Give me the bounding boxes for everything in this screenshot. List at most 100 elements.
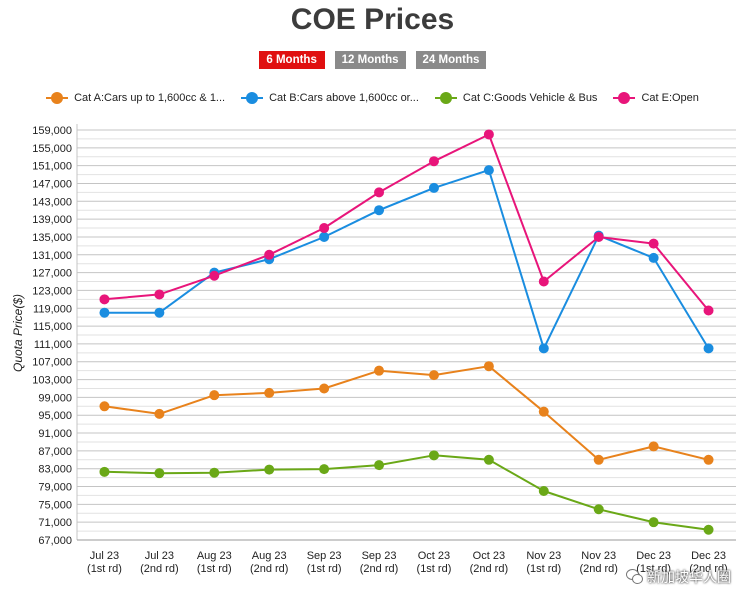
x-tick-label: Sep 23 (1st rd) [307, 550, 342, 575]
legend-item-cat-e[interactable]: Cat E:Open [613, 92, 699, 104]
data-point[interactable] [703, 305, 714, 316]
data-point[interactable] [483, 129, 494, 140]
x-tick-label: Jul 23 (1st rd) [87, 550, 122, 575]
data-point[interactable] [99, 401, 110, 412]
series-line-3 [104, 133, 710, 312]
data-point[interactable] [538, 406, 549, 417]
data-point[interactable] [319, 464, 330, 475]
data-point[interactable] [703, 343, 714, 354]
data-point[interactable] [538, 276, 549, 287]
data-points [99, 129, 714, 535]
legend-item-cat-c[interactable]: Cat C:Goods Vehicle & Bus [434, 92, 598, 104]
grid-lines [76, 124, 736, 541]
y-tick-label: 139,000 [32, 214, 72, 226]
data-point[interactable] [593, 454, 604, 465]
data-point[interactable] [374, 187, 385, 198]
data-point[interactable] [483, 454, 494, 465]
series-line-0 [104, 365, 709, 461]
data-point[interactable] [483, 165, 494, 176]
x-axis-ticks: Jul 23 (1st rd) Jul 23 (2nd rd) Aug 23 (1st r… [87, 550, 728, 575]
legend-item-cat-b[interactable]: Cat B:Cars above 1,600cc or... [241, 92, 419, 104]
data-point[interactable] [209, 270, 220, 281]
data-point[interactable] [428, 370, 439, 381]
data-point[interactable] [648, 252, 659, 263]
y-tick-label: 115,000 [33, 321, 72, 333]
data-point[interactable] [703, 454, 714, 465]
x-tick-label: Aug 23 (1st rd) [197, 550, 232, 575]
y-axis-label: Quota Price($) [11, 294, 25, 372]
y-tick-label: 87,000 [38, 446, 72, 458]
data-point[interactable] [209, 467, 220, 478]
y-tick-label: 151,000 [32, 161, 72, 173]
data-point[interactable] [154, 468, 165, 479]
y-tick-label: 123,000 [32, 285, 72, 297]
chart-legend: Cat A:Cars up to 1,600cc & 1... Cat B:Ca… [0, 92, 745, 104]
data-point[interactable] [428, 156, 439, 167]
data-point[interactable] [648, 238, 659, 249]
legend-marker-icon [46, 92, 69, 104]
data-point[interactable] [264, 464, 275, 475]
data-point[interactable] [538, 485, 549, 496]
y-tick-label: 131,000 [32, 250, 72, 262]
legend-marker-icon [613, 92, 636, 104]
data-point[interactable] [703, 524, 714, 535]
data-point[interactable] [428, 450, 439, 461]
data-point[interactable] [209, 390, 220, 401]
data-point[interactable] [99, 294, 110, 305]
x-tick-label: Nov 23 (2nd rd) [579, 550, 618, 575]
y-tick-label: 79,000 [38, 482, 72, 494]
y-tick-label: 91,000 [38, 428, 72, 440]
data-point[interactable] [154, 408, 165, 419]
data-point[interactable] [374, 365, 385, 376]
data-point[interactable] [648, 441, 659, 452]
data-point[interactable] [319, 223, 330, 234]
y-tick-label: 103,000 [32, 375, 72, 387]
data-point[interactable] [319, 383, 330, 394]
legend-label: Cat A:Cars up to 1,600cc & 1... [74, 92, 226, 104]
data-point[interactable] [483, 361, 494, 372]
legend-label: Cat C:Goods Vehicle & Bus [462, 92, 598, 104]
y-tick-label: 71,000 [38, 517, 72, 529]
y-tick-label: 99,000 [38, 392, 72, 404]
y-tick-label: 95,000 [38, 410, 72, 422]
data-point[interactable] [374, 460, 385, 471]
y-tick-label: 147,000 [32, 178, 72, 190]
range-12-months-button[interactable]: 12 Months [334, 51, 406, 69]
data-point[interactable] [593, 504, 604, 515]
x-tick-label: Aug 23 (2nd rd) [250, 550, 289, 575]
legend-item-cat-a[interactable]: Cat A:Cars up to 1,600cc & 1... [46, 92, 225, 104]
x-tick-label: Oct 23 (2nd rd) [470, 550, 509, 575]
x-tick-label: Oct 23 (1st rd) [417, 550, 452, 575]
data-point[interactable] [374, 205, 385, 216]
range-6-months-button[interactable]: 6 Months [258, 51, 325, 69]
legend-marker-icon [434, 92, 457, 104]
data-point[interactable] [154, 289, 165, 300]
range-selector: 6 Months 12 Months 24 Months [0, 51, 745, 69]
y-tick-label: 155,000 [32, 143, 72, 155]
data-point[interactable] [538, 343, 549, 354]
range-24-months-button[interactable]: 24 Months [415, 51, 487, 69]
data-point[interactable] [648, 517, 659, 528]
series-lines [104, 133, 710, 531]
legend-label: Cat E:Open [641, 92, 699, 104]
data-point[interactable] [99, 466, 110, 477]
data-point[interactable] [264, 387, 275, 398]
y-tick-label: 107,000 [32, 357, 72, 369]
x-tick-label: Nov 23 (1st rd) [526, 550, 561, 575]
data-point[interactable] [99, 307, 110, 318]
x-tick-label: Jul 23 (2nd rd) [140, 550, 179, 575]
legend-marker-icon [241, 92, 264, 104]
data-point[interactable] [593, 231, 604, 242]
x-tick-label: Sep 23 (2nd rd) [360, 550, 399, 575]
chat-bubble-icon [627, 570, 643, 584]
x-tick-label: Dec 23 (1st rd) [636, 550, 671, 575]
y-tick-label: 135,000 [32, 232, 72, 244]
data-point[interactable] [319, 231, 330, 242]
y-tick-label: 111,000 [34, 339, 72, 351]
watermark: 新加坡华人圈 [627, 567, 731, 587]
data-point[interactable] [154, 307, 165, 318]
data-point[interactable] [428, 182, 439, 193]
data-point[interactable] [264, 249, 275, 260]
y-tick-label: 143,000 [32, 196, 72, 208]
y-tick-label: 67,000 [38, 535, 72, 547]
